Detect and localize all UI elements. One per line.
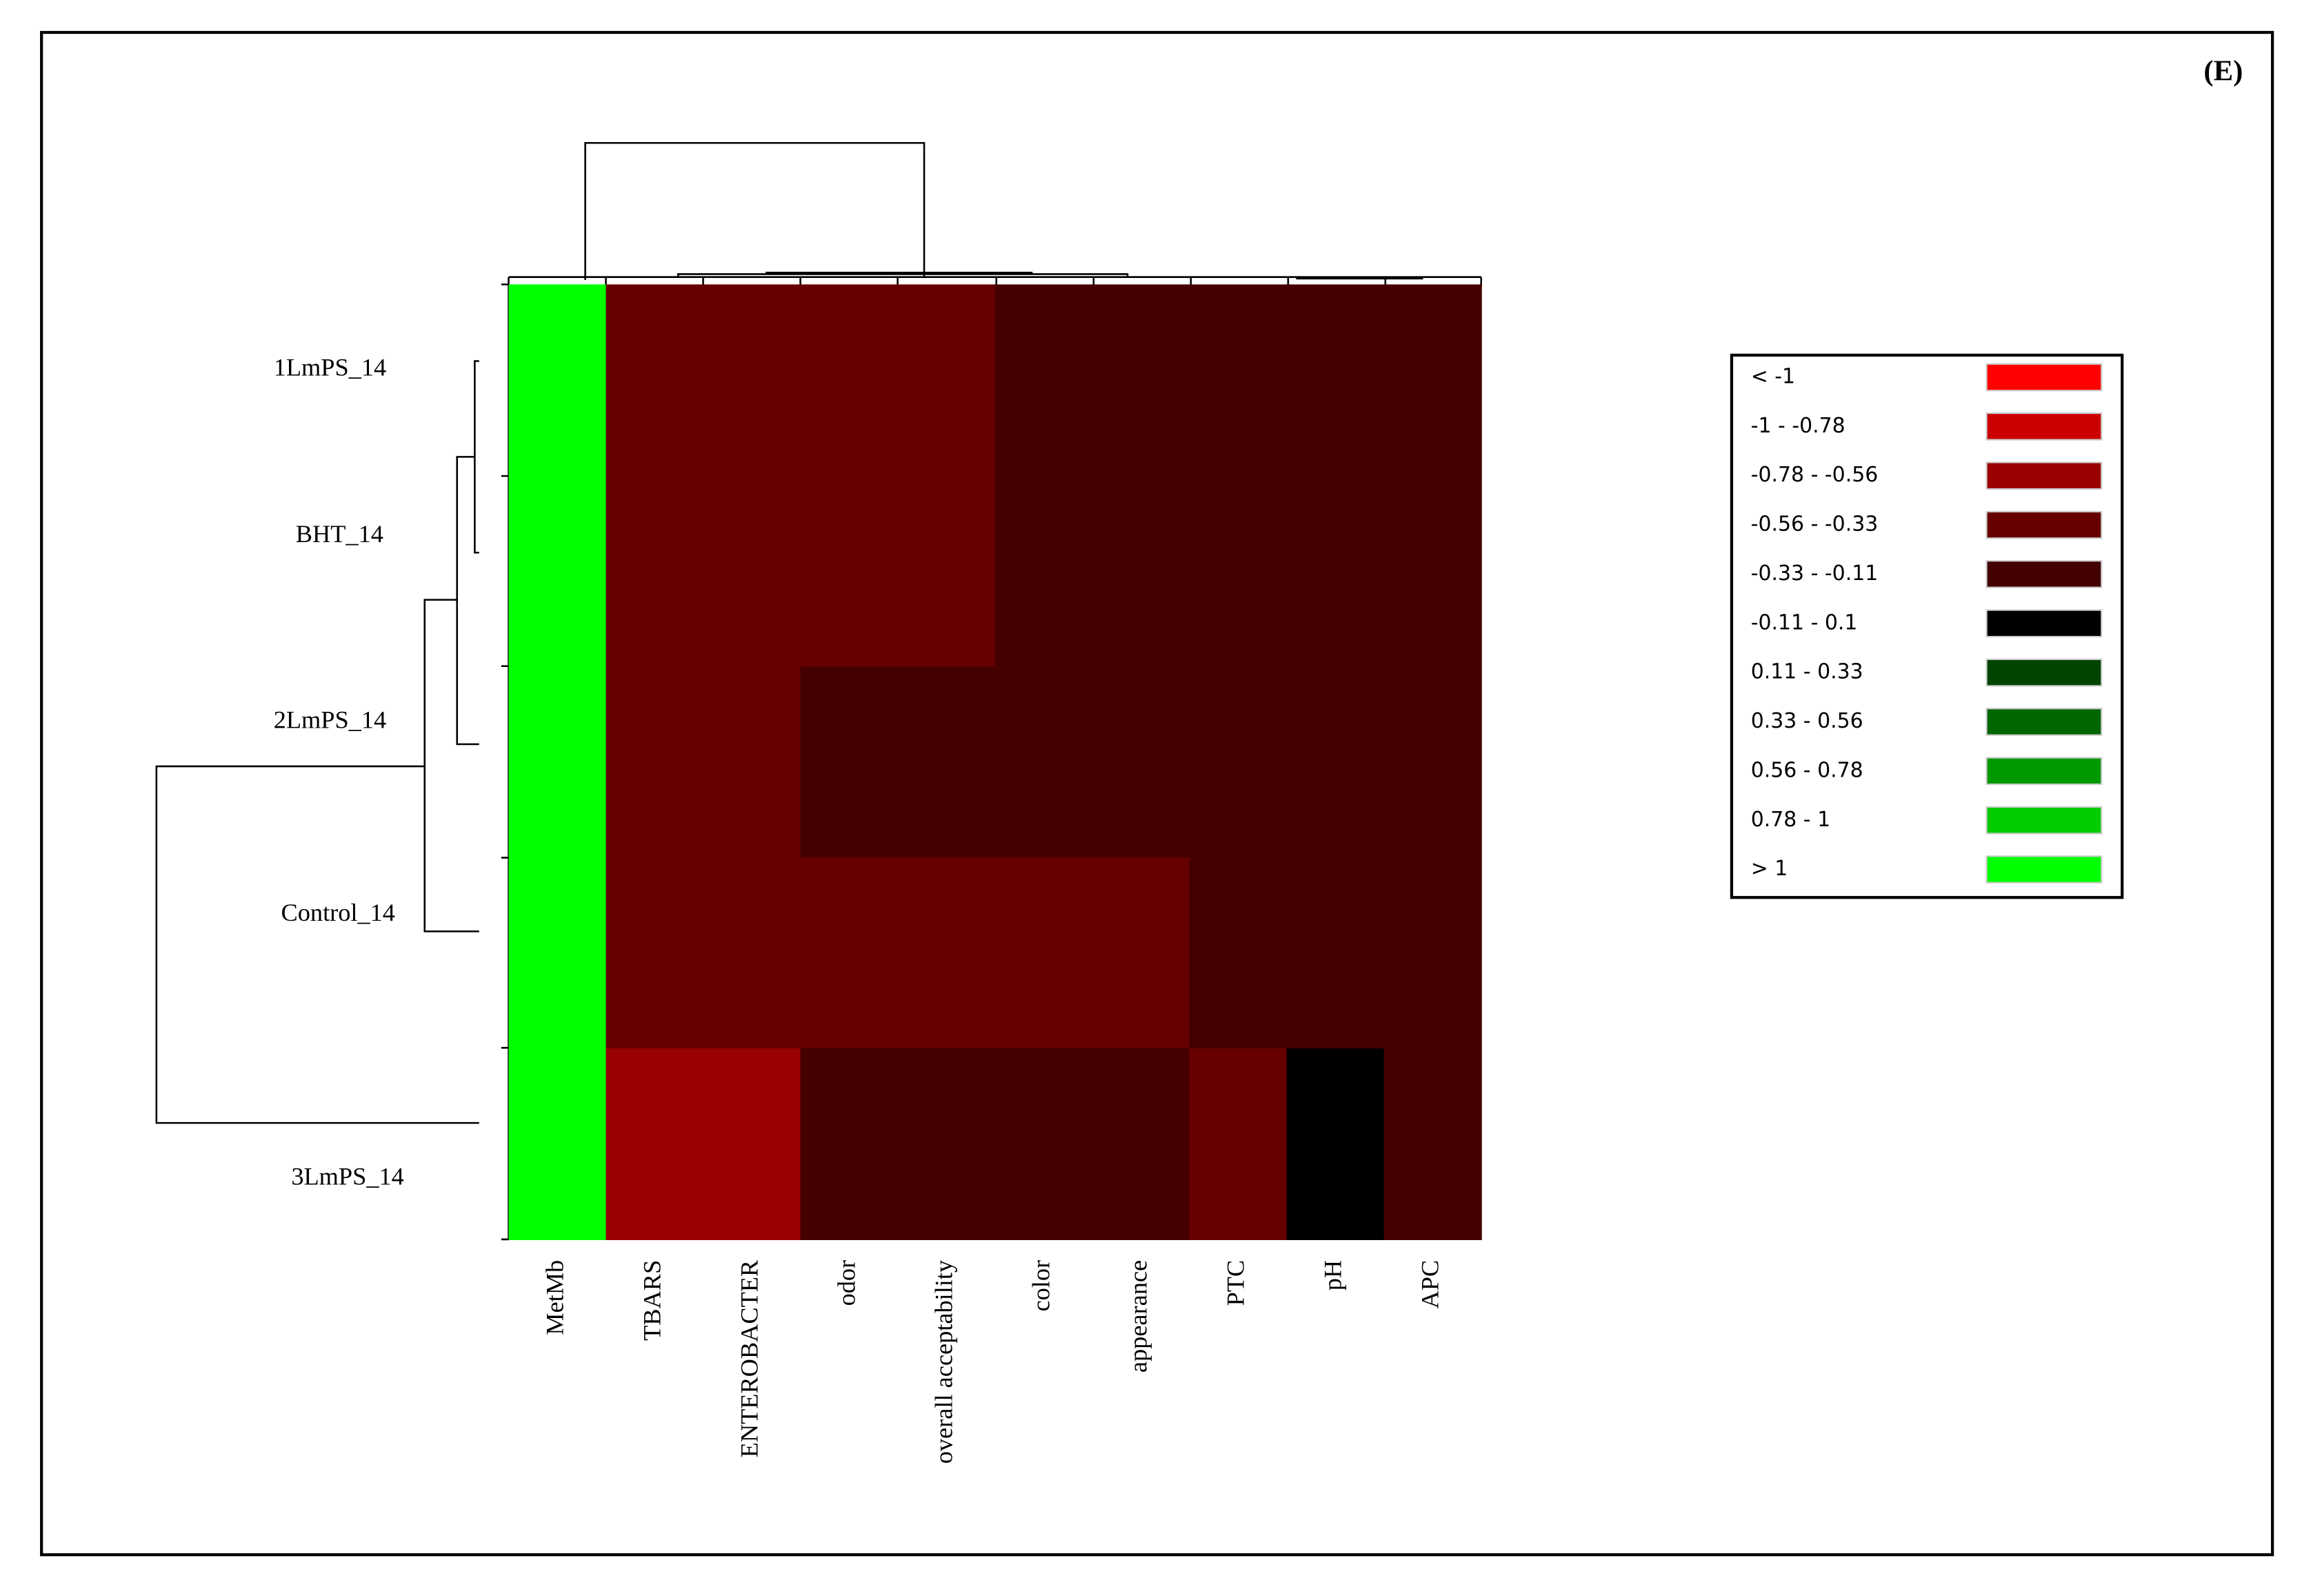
- row-label: BHT_14: [296, 520, 383, 548]
- cell: [508, 857, 607, 1050]
- column-dendrogram: [508, 141, 1482, 286]
- cell: [1286, 1048, 1385, 1240]
- legend-swatch: [1985, 806, 2103, 835]
- cell: [1189, 857, 1288, 1050]
- cell: [703, 1048, 801, 1240]
- legend-label: < -1: [1751, 364, 1795, 388]
- cell: [508, 284, 607, 477]
- cell: [1189, 666, 1288, 859]
- cell: [1092, 1048, 1190, 1240]
- cell: [897, 284, 996, 477]
- legend-label: -0.11 - 0.1: [1751, 610, 1858, 635]
- row-label: 2LmPS_14: [274, 706, 386, 733]
- cell: [703, 666, 801, 859]
- legend-swatch: [1985, 658, 2103, 687]
- legend-label: 0.33 - 0.56: [1751, 709, 1863, 733]
- cell: [1286, 857, 1385, 1050]
- cell: [1383, 284, 1482, 477]
- cell: [1383, 857, 1482, 1050]
- cell: [800, 857, 899, 1050]
- cell: [897, 475, 996, 668]
- cell: [606, 857, 704, 1050]
- cell: [800, 666, 899, 859]
- column-label: TBARS: [638, 1260, 666, 1341]
- legend-swatch: [1985, 609, 2103, 638]
- cell: [1092, 284, 1190, 477]
- cell: [1092, 857, 1190, 1050]
- cell: [1383, 475, 1482, 668]
- cell: [606, 1048, 704, 1240]
- row-label: 3LmPS_14: [291, 1163, 403, 1190]
- legend-label: 0.56 - 0.78: [1751, 758, 1863, 782]
- cell: [508, 666, 607, 859]
- cell: [800, 1048, 899, 1240]
- cell: [1383, 1048, 1482, 1240]
- cell: [994, 284, 1093, 477]
- cell: [1286, 284, 1385, 477]
- cell: [897, 857, 996, 1050]
- legend-swatch: [1985, 855, 2103, 884]
- cell: [1092, 666, 1190, 859]
- cell: [897, 1048, 996, 1240]
- column-label: odor: [832, 1260, 860, 1306]
- cell: [606, 666, 704, 859]
- cell: [1189, 475, 1288, 668]
- legend-swatch: [1985, 412, 2103, 441]
- legend-swatch: [1985, 560, 2103, 588]
- column-label: overall acceptability: [930, 1259, 957, 1464]
- legend-swatch: [1985, 510, 2103, 539]
- column-label: color: [1027, 1260, 1054, 1312]
- legend-swatch: [1985, 708, 2103, 736]
- legend-swatch: [1985, 461, 2103, 490]
- cell: [606, 284, 704, 477]
- cell: [1383, 666, 1482, 859]
- legend-label: 0.78 - 1: [1751, 808, 1830, 832]
- legend-label: -0.56 - -0.33: [1751, 512, 1879, 537]
- row-label: Control_14: [281, 899, 395, 926]
- cell: [800, 475, 899, 668]
- cell: [606, 475, 704, 668]
- cell: [994, 666, 1093, 859]
- cell: [703, 284, 801, 477]
- cell: [994, 1048, 1093, 1240]
- panel-label: (E): [2203, 55, 2243, 88]
- column-label: ENTEROBACTER: [735, 1259, 763, 1457]
- legend-swatch: [1985, 363, 2103, 392]
- column-label: MetMb: [541, 1260, 568, 1335]
- cell: [508, 475, 607, 668]
- cell: [800, 284, 899, 477]
- cell: [994, 857, 1093, 1050]
- cell: [1286, 475, 1385, 668]
- cell: [1189, 284, 1288, 477]
- cell: [1286, 666, 1385, 859]
- legend-swatch: [1985, 757, 2103, 786]
- cell: [897, 666, 996, 859]
- cell: [1189, 1048, 1288, 1240]
- legend-label: 0.11 - 0.33: [1751, 660, 1863, 684]
- legend-label: -0.33 - -0.11: [1751, 561, 1879, 586]
- legend-label: > 1: [1751, 857, 1788, 881]
- cell: [508, 1048, 607, 1240]
- column-label: pH: [1319, 1260, 1347, 1290]
- legend-label: -1 - -0.78: [1751, 414, 1845, 438]
- column-label: appearance: [1124, 1260, 1152, 1373]
- cell: [1092, 475, 1190, 668]
- column-label: APC: [1417, 1260, 1444, 1309]
- legend-label: -0.78 - -0.56: [1751, 463, 1879, 487]
- cell: [703, 857, 801, 1050]
- column-label: PTC: [1221, 1260, 1249, 1306]
- cell: [994, 475, 1093, 668]
- row-label: 1LmPS_14: [274, 354, 386, 381]
- cell: [703, 475, 801, 668]
